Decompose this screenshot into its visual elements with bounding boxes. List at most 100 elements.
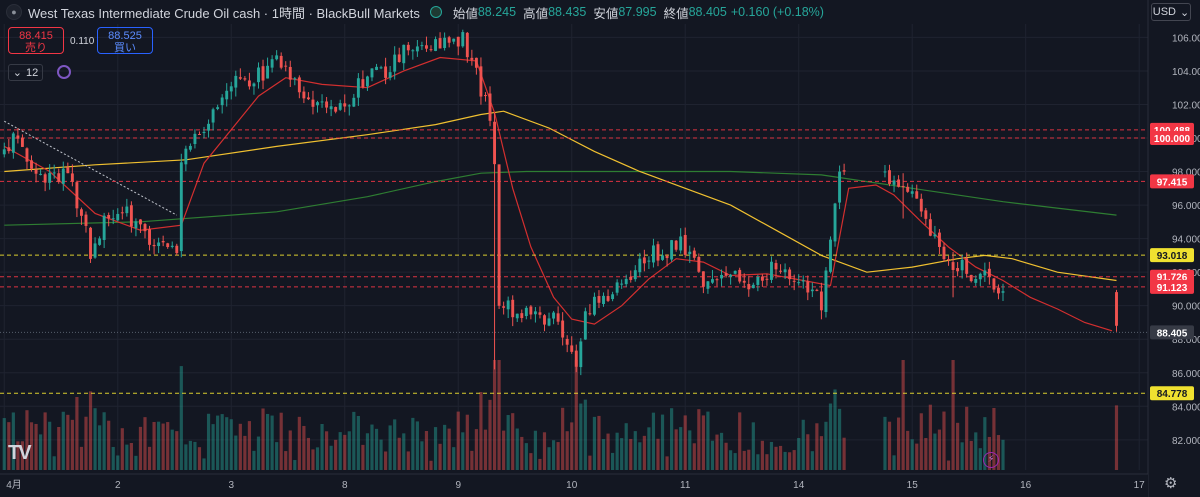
volume-bar bbox=[670, 408, 674, 470]
candle-body bbox=[697, 256, 701, 272]
candle-body bbox=[611, 294, 615, 300]
change-value: +0.160 (+0.18%) bbox=[730, 5, 824, 19]
candle-body bbox=[715, 279, 719, 281]
candle-body bbox=[910, 191, 914, 194]
volume-bar bbox=[443, 424, 447, 470]
candle-body bbox=[347, 105, 351, 107]
candle-body bbox=[738, 269, 742, 282]
volume-bar bbox=[202, 458, 206, 470]
candle-body bbox=[134, 221, 138, 229]
sell-button[interactable]: 88.415 売り bbox=[8, 27, 64, 54]
low-value: 87.995 bbox=[618, 5, 657, 19]
candle-body bbox=[266, 65, 270, 79]
gear-icon[interactable]: ⚙ bbox=[1164, 475, 1178, 492]
candle-body bbox=[765, 278, 769, 280]
candle-body bbox=[992, 278, 996, 290]
candle-body bbox=[1001, 291, 1005, 293]
candle-body bbox=[683, 234, 687, 255]
candle-body bbox=[456, 36, 460, 47]
volume-bar bbox=[238, 423, 242, 470]
candle-body bbox=[638, 258, 642, 273]
candle-body bbox=[438, 38, 442, 49]
candle-body bbox=[79, 209, 83, 216]
candle-body bbox=[928, 219, 932, 236]
volume-bar bbox=[20, 441, 25, 470]
volume-bar bbox=[815, 423, 819, 470]
candle-body bbox=[474, 57, 478, 68]
ma-fast-line bbox=[4, 56, 1113, 332]
volume-bar bbox=[506, 415, 510, 470]
volume-bar bbox=[706, 411, 710, 470]
volume-bar bbox=[356, 415, 360, 470]
volume-bar bbox=[824, 421, 828, 470]
candle-body bbox=[915, 191, 919, 199]
volume-bar bbox=[883, 416, 887, 470]
symbol-title[interactable]: West Texas Intermediate Crude Oil cash ·… bbox=[28, 5, 420, 21]
volume-bar bbox=[38, 434, 43, 470]
candle-body bbox=[583, 311, 587, 340]
refresh-icon[interactable] bbox=[57, 65, 71, 79]
candle-body bbox=[89, 227, 92, 259]
volume-bar bbox=[402, 433, 406, 470]
volume-bar bbox=[315, 447, 320, 470]
symbol-logo-icon[interactable]: ● bbox=[6, 4, 22, 20]
volume-bar bbox=[88, 391, 93, 470]
candle-body bbox=[7, 147, 11, 152]
volume-bar bbox=[384, 451, 388, 470]
volume-bar bbox=[338, 432, 342, 470]
candle-body bbox=[751, 284, 755, 289]
indicators-collapse-button[interactable]: ⌄ 12 bbox=[8, 64, 43, 81]
volume-bar bbox=[84, 416, 88, 470]
volume-bar bbox=[992, 407, 996, 470]
candle-body bbox=[692, 250, 696, 258]
volume-bar bbox=[279, 412, 283, 470]
volume-bar bbox=[234, 435, 238, 470]
candle-body bbox=[188, 145, 192, 150]
volume-bar bbox=[502, 430, 506, 470]
volume-bar bbox=[365, 433, 370, 470]
candle-body bbox=[311, 99, 315, 107]
level-label: 91.726 bbox=[1157, 273, 1188, 284]
volume-bar bbox=[515, 428, 519, 470]
volume-bar bbox=[225, 417, 229, 470]
time-tick-label: 3 bbox=[228, 480, 234, 491]
currency-select[interactable]: USD ⌄ bbox=[1151, 3, 1191, 21]
candle-body bbox=[974, 278, 978, 283]
candle-body bbox=[892, 180, 896, 185]
candle-body bbox=[465, 32, 469, 58]
flash-icon[interactable]: ⚡ bbox=[983, 452, 999, 468]
candle-body bbox=[279, 55, 283, 68]
candle-body bbox=[48, 172, 52, 183]
candle-body bbox=[429, 49, 433, 51]
tradingview-logo-icon[interactable]: TV bbox=[8, 442, 32, 464]
volume-bar bbox=[334, 439, 338, 470]
volume-bar bbox=[620, 438, 624, 470]
candle-body bbox=[642, 257, 646, 264]
volume-bar bbox=[116, 455, 120, 470]
candle-body bbox=[107, 215, 111, 219]
time-tick-label: 9 bbox=[455, 480, 461, 491]
volume-bar bbox=[679, 427, 683, 470]
volume-bar bbox=[910, 439, 914, 470]
volume-bar bbox=[792, 450, 796, 470]
candle-body bbox=[316, 102, 319, 106]
buy-button[interactable]: 88.525 買い bbox=[97, 27, 153, 54]
candle-body bbox=[901, 185, 905, 188]
volume-bar bbox=[806, 434, 810, 470]
candle-body bbox=[724, 273, 728, 276]
candle-body bbox=[597, 296, 601, 303]
candle-body bbox=[942, 246, 946, 260]
candle-body bbox=[320, 101, 324, 103]
price-tick-label: 104.000 bbox=[1172, 67, 1200, 78]
volume-bar bbox=[288, 430, 292, 470]
candle-body bbox=[533, 311, 537, 315]
candle-body bbox=[842, 170, 846, 172]
candle-body bbox=[220, 97, 224, 106]
volume-bar bbox=[125, 444, 129, 470]
low-label: 安値 bbox=[593, 6, 619, 21]
volume-bar bbox=[742, 450, 746, 470]
volume-bar bbox=[960, 442, 964, 470]
volume-bar bbox=[665, 456, 669, 470]
candle-body bbox=[352, 97, 356, 107]
